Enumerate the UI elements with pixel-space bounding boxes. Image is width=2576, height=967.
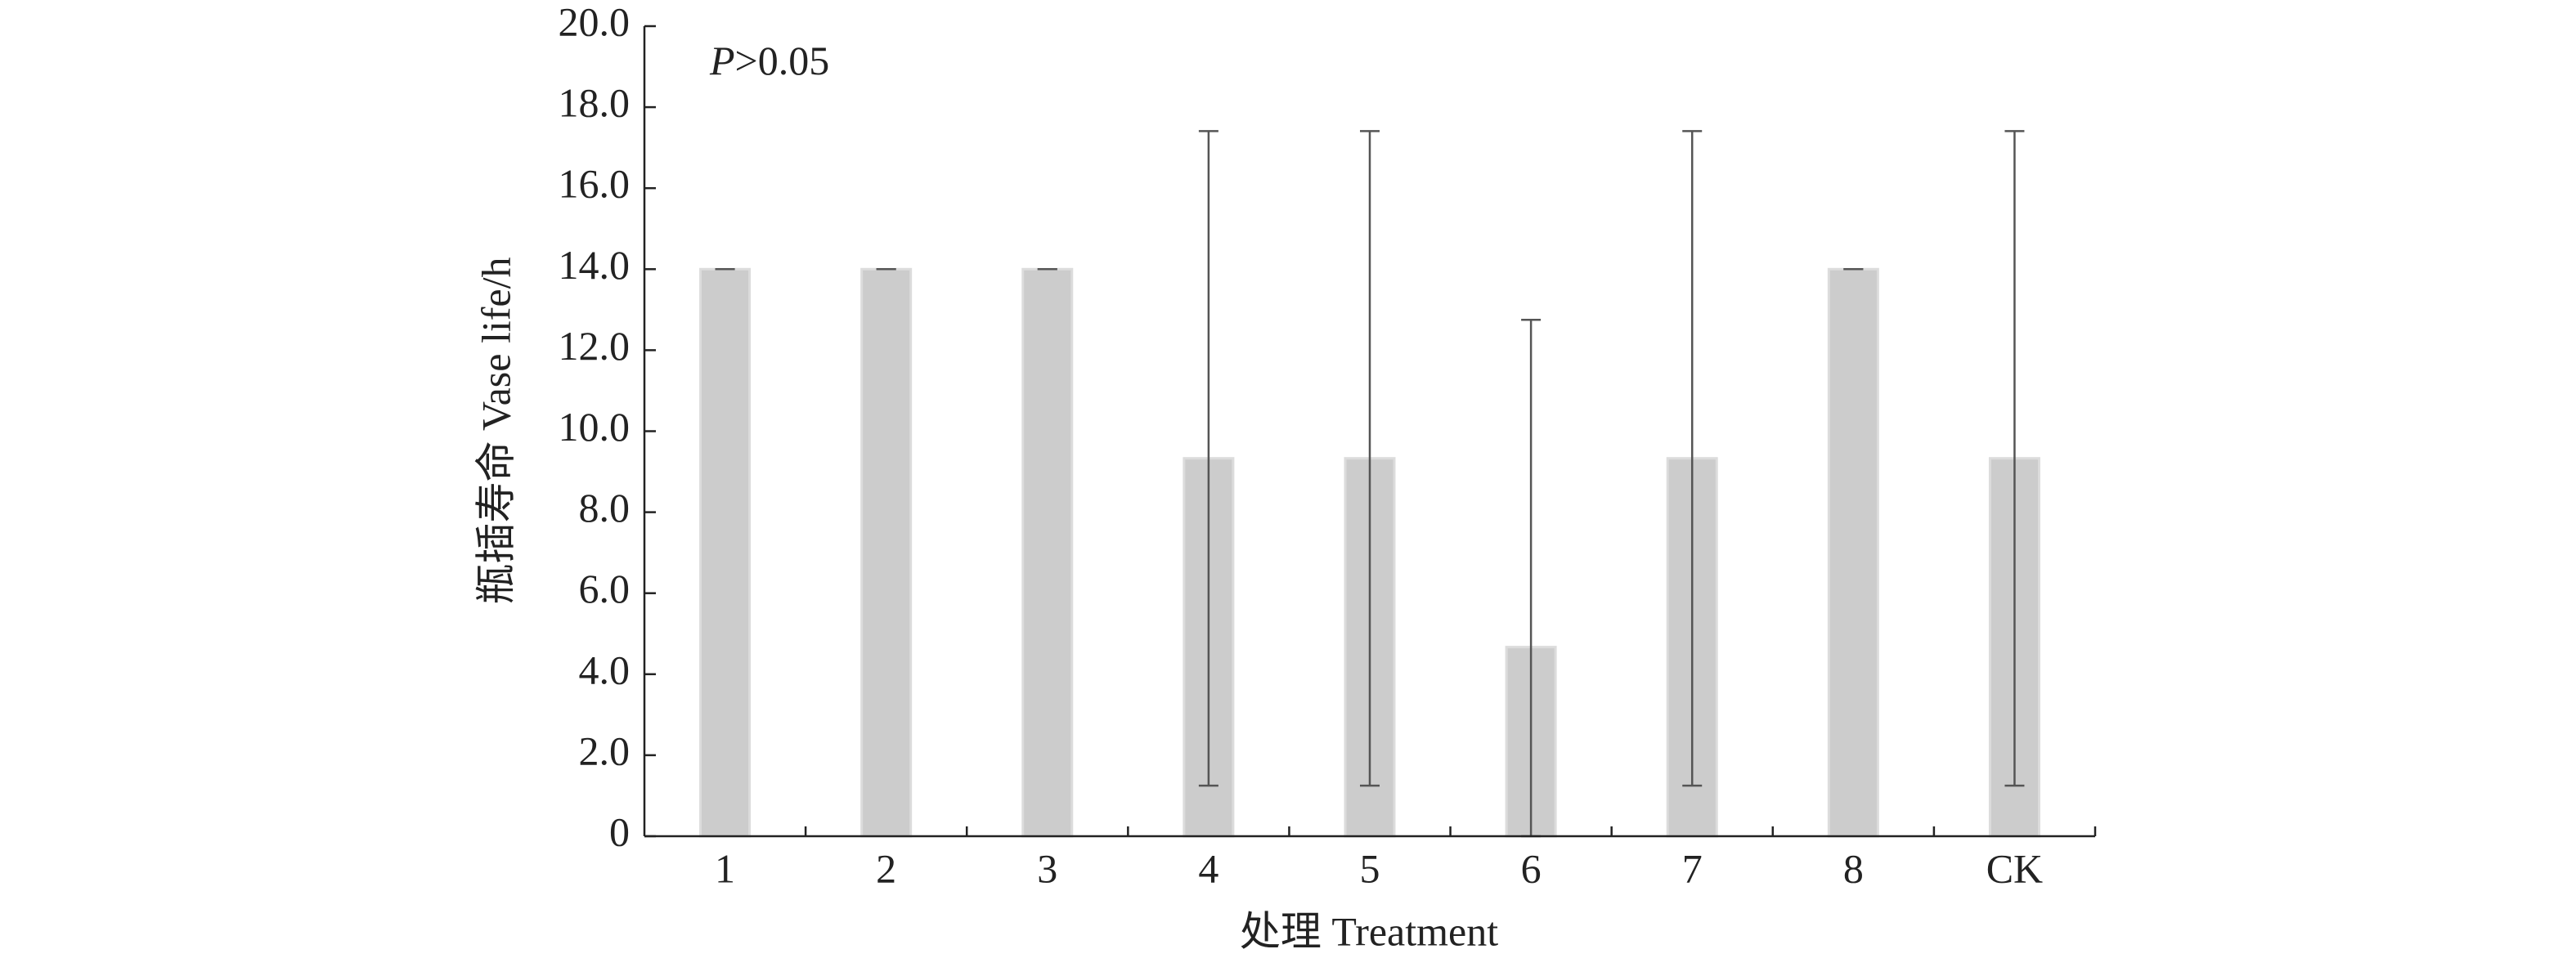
y-tick-label: 20.0: [559, 0, 631, 44]
annotation-text: >0.05: [735, 38, 830, 83]
x-tick-label: 4: [1198, 845, 1218, 891]
x-tick-label: 2: [876, 845, 896, 891]
annotation: P>0.05: [709, 38, 829, 83]
x-tick-label: 7: [1682, 845, 1703, 891]
error-bar: [2004, 130, 2025, 787]
y-tick-label: 8.0: [579, 485, 631, 531]
x-tick-label: 1: [715, 845, 735, 891]
error-bar: [1198, 130, 1218, 787]
y-tick-label: 16.0: [559, 161, 631, 207]
y-tick-label: 12.0: [559, 323, 631, 369]
bar: [860, 267, 913, 838]
x-tick-label: 3: [1037, 845, 1057, 891]
y-tick-label: 14.0: [559, 242, 631, 288]
bar: [1021, 267, 1074, 838]
y-tick-label: 0: [609, 808, 630, 854]
bar: [699, 267, 752, 838]
y-tick-label: 18.0: [559, 80, 631, 126]
error-bar: [1682, 130, 1703, 787]
x-axis-label: 处理 Treatment: [1240, 908, 1498, 954]
bar: [1827, 267, 1879, 838]
y-tick-label: 2.0: [579, 727, 631, 773]
x-tick-label: 6: [1521, 845, 1542, 891]
x-tick-label: 8: [1843, 845, 1864, 891]
x-tick-label: CK: [1986, 845, 2043, 891]
error-bar: [1360, 130, 1380, 787]
y-tick-label: 4.0: [579, 647, 631, 692]
y-axis-label: 瓶插寿命 Vase life/h: [473, 257, 518, 605]
annotation-italic: P: [709, 38, 735, 83]
x-tick-label: 5: [1360, 845, 1380, 891]
y-tick-label: 10.0: [559, 404, 631, 450]
y-tick-label: 6.0: [579, 566, 631, 611]
